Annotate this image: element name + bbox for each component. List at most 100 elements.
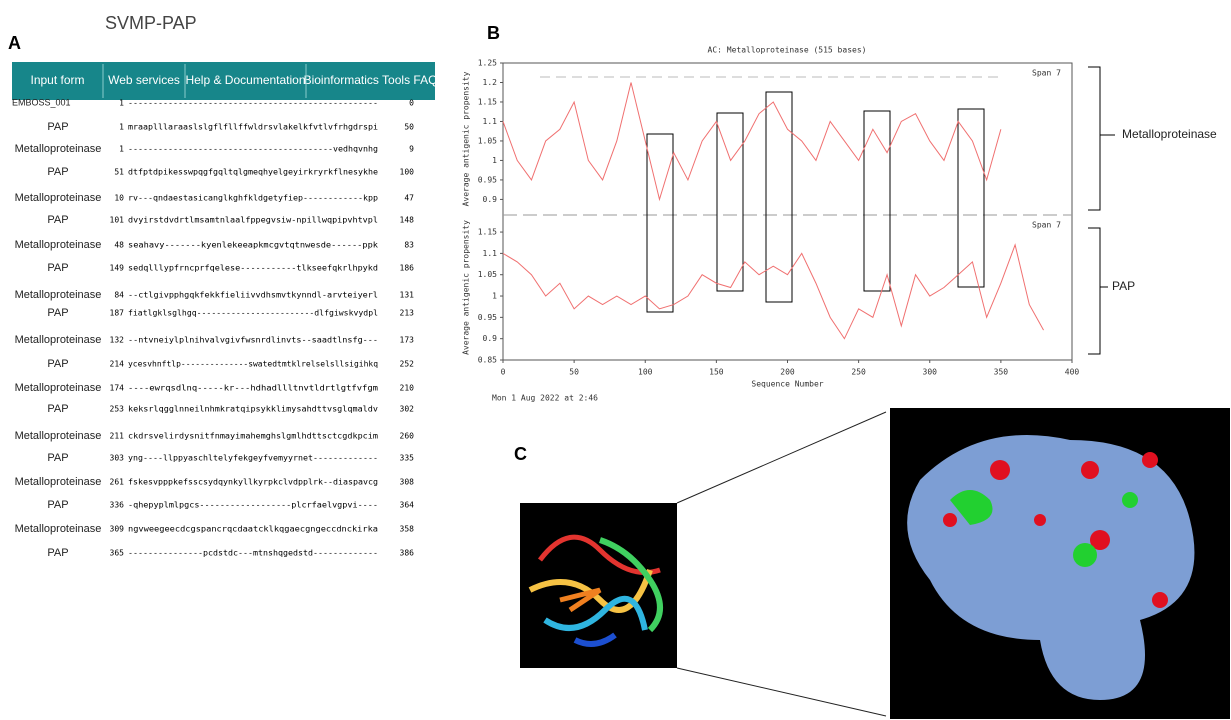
highlight-boxes	[646, 91, 985, 313]
sequence-name: PAP	[47, 358, 68, 370]
y-tick-label: 1.1	[483, 117, 498, 126]
sequence: ckdrsvelirdysnitfnmayimahemghslgmlhdttsc…	[128, 432, 378, 441]
y-tick-label: 1.25	[478, 59, 497, 68]
start-position: 261	[110, 478, 125, 487]
panel-label: B	[487, 23, 500, 43]
sequence-name: PAP	[47, 499, 68, 511]
sequence-name: PAP	[47, 403, 68, 415]
y-axis-label: Average antigenic propensity	[462, 71, 471, 206]
y-tick-label: 1.1	[483, 249, 498, 258]
sequence: ycesvhnftlp--------------swatedtmtklrels…	[128, 360, 378, 369]
end-position: 210	[400, 384, 415, 393]
y-tick-label: 0.95	[478, 313, 497, 322]
brackets	[1088, 66, 1115, 355]
end-position: 302	[400, 405, 415, 414]
sequence-name: Metalloproteinase	[15, 430, 102, 442]
nav-item[interactable]: Web services	[108, 73, 180, 87]
end-position: 364	[400, 501, 415, 510]
sequence: ----------------------------------------…	[128, 99, 378, 108]
series-label: Metalloproteinase	[1122, 127, 1217, 141]
end-position: 173	[400, 336, 415, 345]
end-position: 50	[404, 123, 414, 132]
y-tick-label: 1.05	[478, 270, 497, 279]
sequence: fskesvpppkefsscsydqynkyllkyrpkclvdpplrk-…	[128, 478, 378, 487]
sequence: ---------------pcdstdc---mtnshqgedstd---…	[128, 549, 378, 558]
sequence-name: PAP	[47, 307, 68, 319]
end-position: 0	[409, 99, 414, 108]
start-position: 51	[114, 168, 124, 177]
x-tick-label: 100	[638, 368, 653, 377]
nav-item[interactable]: Help & Documentation	[185, 73, 305, 87]
sequence: --ntvneiylplnihvalvgivfwsnrdlinvts--saad…	[128, 336, 378, 345]
end-position: 47	[404, 194, 414, 203]
sequence: rv---qndaestasicanglkghfkldgetyfiep-----…	[128, 194, 378, 203]
start-position: 309	[110, 525, 125, 534]
start-position: 336	[110, 501, 125, 510]
sequence-name: Metalloproteinase	[15, 523, 102, 535]
nav-item[interactable]: Bioinformatics Tools FAQ	[304, 73, 438, 87]
x-tick-label: 300	[923, 368, 938, 377]
sequence-name: Metalloproteinase	[15, 334, 102, 346]
sequence: dtfptdpikesswpqgfgqltqlgmeqhyelgeyirkryr…	[128, 168, 378, 177]
span-label: Span 7	[1032, 221, 1061, 230]
end-position: 148	[400, 216, 415, 225]
sequence-name: EMBOSS_001	[12, 97, 71, 107]
start-position: 1	[119, 145, 124, 154]
sequence-name: Metalloproteinase	[15, 192, 102, 204]
x-tick-label: 350	[994, 368, 1009, 377]
start-position: 253	[110, 405, 125, 414]
sequence: sedqlllypfrncprfqelese-----------tlkseef…	[128, 264, 378, 273]
end-position: 131	[400, 291, 415, 300]
start-position: 101	[110, 216, 125, 225]
sequence: seahavy-------kyenlekeeapkmcgvtqtnwesde-…	[128, 241, 378, 250]
figure-title: SVMP-PAP	[105, 13, 197, 33]
sequence-name: Metalloproteinase	[15, 289, 102, 301]
sequence: fiatlgklsglhgq------------------------dl…	[128, 309, 378, 318]
y-tick-label: 1	[492, 292, 497, 301]
sequence: -qhepyplmlpgcs------------------plcrfael…	[128, 501, 378, 510]
panel-label: C	[514, 444, 527, 464]
sequence-name: Metalloproteinase	[15, 476, 102, 488]
sequence-name: PAP	[47, 547, 68, 559]
end-position: 260	[400, 432, 415, 441]
start-position: 214	[110, 360, 125, 369]
start-position: 187	[110, 309, 125, 318]
x-tick-label: 400	[1065, 368, 1080, 377]
y-tick-label: 1.15	[478, 228, 497, 237]
panel-label: A	[8, 33, 21, 53]
series-label: PAP	[1112, 279, 1135, 293]
end-position: 83	[404, 241, 414, 250]
sequence-name: PAP	[47, 214, 68, 226]
end-position: 358	[400, 525, 415, 534]
end-position: 9	[409, 145, 414, 154]
y-tick-label: 0.9	[483, 195, 498, 204]
sequence: keksrlqgglnneilnhmkratqipsykklimysahdttv…	[128, 405, 378, 414]
x-tick-label: 50	[569, 368, 579, 377]
nav-item[interactable]: Input form	[30, 73, 84, 87]
sequence-name: Metalloproteinase	[15, 239, 102, 251]
y-axis-label: Average antigenic propensity	[462, 220, 471, 355]
start-position: 10	[114, 194, 124, 203]
y-tick-label: 1	[492, 156, 497, 165]
sequence: dvyirstdvdrtlmsamtnlaalfppegvsiw-npillwq…	[128, 216, 378, 225]
end-position: 386	[400, 549, 415, 558]
sequence-name: PAP	[47, 262, 68, 274]
end-position: 213	[400, 309, 415, 318]
y-tick-label: 1.15	[478, 97, 497, 106]
protein-images	[520, 408, 1230, 719]
start-position: 149	[110, 264, 125, 273]
y-tick-label: 0.95	[478, 175, 497, 184]
start-position: 132	[110, 336, 125, 345]
sequence-name: PAP	[47, 166, 68, 178]
start-position: 48	[114, 241, 124, 250]
sequence: ----ewrqsdlnq-----kr---hdhadllltnvtldrtl…	[128, 384, 378, 393]
end-position: 100	[400, 168, 415, 177]
y-tick-label: 0.85	[478, 356, 497, 365]
start-position: 1	[119, 99, 124, 108]
x-tick-label: 150	[709, 368, 724, 377]
data-line	[502, 82, 1002, 202]
span-label: Span 7	[1032, 69, 1061, 78]
nav-bar	[12, 62, 435, 100]
